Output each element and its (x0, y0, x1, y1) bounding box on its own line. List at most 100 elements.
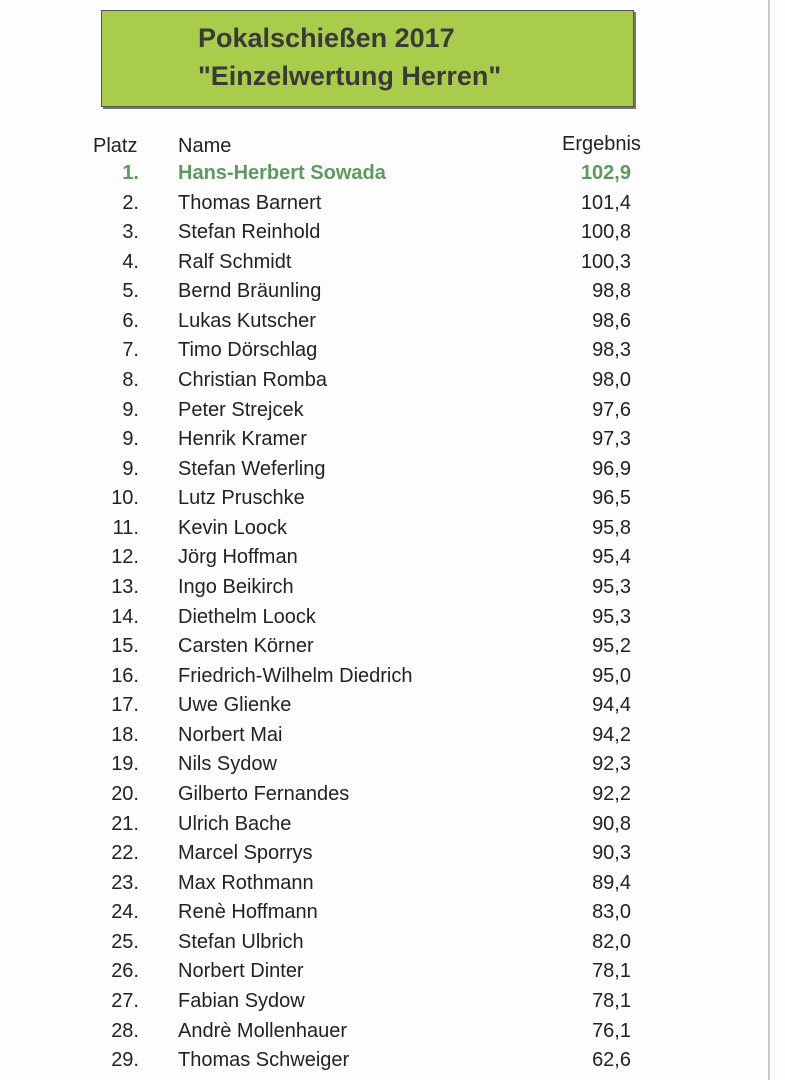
name: Nils Sydow (178, 753, 277, 776)
name: Norbert Dinter (178, 960, 304, 983)
name: Renè Hoffmann (178, 901, 318, 924)
rank: 19. (111, 753, 139, 776)
rank: 4. (122, 250, 139, 273)
score: 78,1 (592, 960, 631, 983)
score: 89,4 (592, 871, 631, 894)
name: Uwe Glienke (178, 694, 292, 717)
column-header: Platz (93, 135, 138, 157)
name: Henrik Kramer (178, 428, 307, 451)
name: Kevin Loock (178, 516, 287, 539)
score: 62,6 (592, 1049, 631, 1072)
rank: 27. (111, 989, 139, 1012)
score: 95,0 (592, 664, 631, 687)
rank: 11. (112, 516, 139, 539)
name: Carsten Körner (178, 635, 314, 658)
name: Thomas Barnert (178, 191, 322, 214)
name: Hans-Herbert Sowada (178, 162, 386, 184)
score: 96,5 (592, 487, 631, 510)
score: 92,3 (592, 753, 631, 776)
score: 76,1 (592, 1019, 631, 1042)
name: Bernd Bräunling (178, 280, 322, 303)
score: 98,0 (592, 368, 631, 391)
rank: 17. (111, 694, 139, 717)
score: 100,3 (580, 250, 631, 273)
score: 97,6 (592, 398, 631, 421)
name: Stefan Weferling (178, 457, 326, 480)
score: 100,8 (580, 221, 631, 244)
title-line: "Einzelwertung Herren" (198, 61, 502, 91)
rank: 23. (111, 871, 139, 894)
name: Lutz Pruschke (178, 487, 305, 510)
name: Ralf Schmidt (178, 250, 292, 273)
name: Christian Romba (178, 368, 327, 391)
score: 98,6 (592, 309, 631, 332)
rank: 20. (111, 782, 139, 805)
name: Stefan Ulbrich (178, 930, 304, 953)
score: 102,9 (580, 162, 631, 184)
rank: 6. (122, 309, 139, 332)
rank: 12. (111, 546, 139, 569)
column-header: Ergebnis (562, 133, 641, 155)
score: 97,3 (592, 428, 631, 451)
rank: 25. (111, 930, 139, 953)
title-line: Pokalschießen 2017 (198, 23, 455, 53)
name: Thomas Schweiger (178, 1049, 350, 1072)
rank: 9. (122, 457, 139, 480)
page-edge (768, 0, 770, 1080)
name: Ingo Beikirch (178, 575, 294, 598)
score: 94,4 (592, 694, 631, 717)
rank: 5. (122, 280, 139, 303)
rank: 29. (111, 1049, 139, 1072)
name: Andrè Mollenhauer (178, 1019, 347, 1042)
rank: 14. (111, 605, 139, 628)
score: 95,8 (592, 516, 631, 539)
score: 98,3 (592, 339, 631, 362)
score: 90,3 (592, 842, 631, 865)
name: Diethelm Loock (178, 605, 316, 628)
name: Timo Dörschlag (178, 339, 318, 362)
rank: 16. (111, 664, 139, 687)
rank: 28. (111, 1019, 139, 1042)
score: 101,4 (580, 191, 631, 214)
name: Norbert Mai (178, 723, 283, 746)
name: Ulrich Bache (178, 812, 292, 835)
rank: 10. (111, 487, 139, 510)
name: Stefan Reinhold (178, 221, 321, 244)
rank: 3. (122, 221, 139, 244)
score: 95,3 (592, 575, 631, 598)
rank: 7. (122, 339, 139, 362)
score: 90,8 (592, 812, 631, 835)
rank: 9. (122, 428, 139, 451)
name: Jörg Hoffman (178, 546, 298, 569)
name: Gilberto Fernandes (178, 782, 350, 805)
score: 92,2 (592, 782, 631, 805)
rank: 24. (111, 901, 139, 924)
rank: 1. (122, 162, 139, 184)
rank: 21. (111, 812, 139, 835)
name: Fabian Sydow (178, 989, 305, 1012)
title-box: Pokalschießen 2017 "Einzelwertung Herren… (101, 10, 634, 107)
score: 82,0 (592, 930, 631, 953)
rank: 8. (122, 368, 139, 391)
name: Marcel Sporrys (178, 842, 313, 865)
score: 95,2 (592, 635, 631, 658)
name: Lukas Kutscher (178, 309, 316, 332)
name: Peter Strejcek (178, 398, 304, 421)
score: 96,9 (592, 457, 631, 480)
column-header: Name (178, 135, 232, 157)
name: Friedrich-Wilhelm Diedrich (178, 664, 413, 687)
rank: 9. (122, 398, 139, 421)
score: 95,3 (592, 605, 631, 628)
rank: 26. (111, 960, 139, 983)
rank: 18. (111, 723, 139, 746)
score: 98,8 (592, 280, 631, 303)
name: Max Rothmann (178, 871, 314, 894)
rank: 15. (111, 635, 139, 658)
score: 95,4 (592, 546, 631, 569)
score: 83,0 (592, 901, 631, 924)
rank: 22. (111, 842, 139, 865)
rank: 13. (111, 575, 139, 598)
rank: 2. (122, 191, 139, 214)
score: 78,1 (592, 989, 631, 1012)
